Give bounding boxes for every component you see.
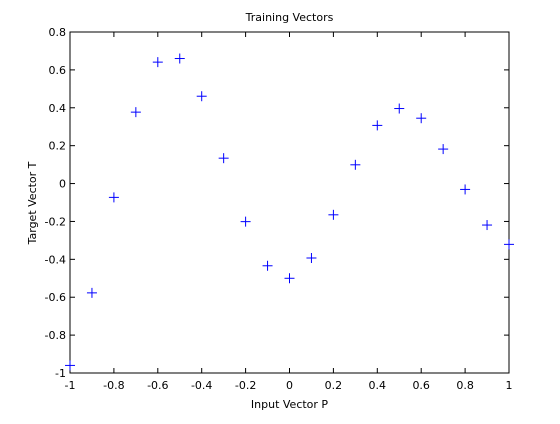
y-tick-label: -0.8 bbox=[45, 329, 66, 342]
data-point bbox=[240, 216, 251, 227]
x-tick-label: 0 bbox=[286, 379, 293, 392]
y-tick-label: 0.8 bbox=[49, 26, 67, 39]
data-point bbox=[504, 239, 514, 250]
x-tick-label: 0.2 bbox=[325, 379, 343, 392]
data-point bbox=[394, 103, 405, 114]
data-point bbox=[416, 113, 427, 124]
data-point bbox=[218, 153, 229, 164]
y-tick-label: 0.4 bbox=[49, 102, 67, 115]
x-tick-label: 1 bbox=[506, 379, 513, 392]
x-tick-label: 0.8 bbox=[456, 379, 474, 392]
y-tick-label: -0.4 bbox=[45, 253, 66, 266]
data-point bbox=[174, 53, 185, 64]
x-tick-label: -0.4 bbox=[191, 379, 212, 392]
data-point bbox=[108, 192, 119, 203]
data-point bbox=[262, 260, 273, 271]
data-point bbox=[196, 91, 207, 102]
data-point bbox=[86, 287, 97, 298]
data-point bbox=[130, 107, 141, 118]
data-points bbox=[65, 53, 514, 371]
y-tick-label: -1 bbox=[55, 367, 66, 380]
data-point bbox=[438, 144, 449, 155]
chart-title: Training Vectors bbox=[245, 11, 334, 24]
x-tick-label: -1 bbox=[65, 379, 76, 392]
x-tick-label: -0.8 bbox=[103, 379, 124, 392]
x-ticks: -1 -0.8 -0.6 -0.4 -0.2 0 0.2 0.4 0.6 0.8 1 bbox=[65, 32, 513, 392]
x-tick-label: -0.2 bbox=[235, 379, 256, 392]
x-tick-label: -0.6 bbox=[147, 379, 168, 392]
y-tick-label: 0.6 bbox=[49, 64, 67, 77]
data-point bbox=[328, 209, 339, 220]
data-point bbox=[460, 184, 471, 195]
data-point bbox=[372, 120, 383, 131]
y-axis-label: Target Vector T bbox=[26, 161, 39, 245]
y-tick-label: -0.6 bbox=[45, 291, 66, 304]
data-point bbox=[350, 159, 361, 170]
data-point bbox=[65, 360, 75, 371]
y-tick-label: 0 bbox=[59, 178, 66, 191]
y-tick-label: 0.2 bbox=[49, 140, 67, 153]
plot-frame bbox=[69, 31, 510, 374]
x-axis-label: Input Vector P bbox=[251, 398, 329, 411]
axes bbox=[69, 31, 510, 374]
x-tick-label: 0.4 bbox=[369, 379, 387, 392]
y-tick-label: -0.2 bbox=[45, 215, 66, 228]
x-tick-label: 0.6 bbox=[412, 379, 430, 392]
y-ticks: -1 -0.8 -0.6 -0.4 -0.2 0 0.2 0.4 0.6 0.8 bbox=[45, 26, 509, 380]
data-point bbox=[284, 273, 295, 284]
data-point bbox=[482, 220, 493, 231]
data-point bbox=[152, 57, 163, 68]
data-point bbox=[306, 253, 317, 264]
